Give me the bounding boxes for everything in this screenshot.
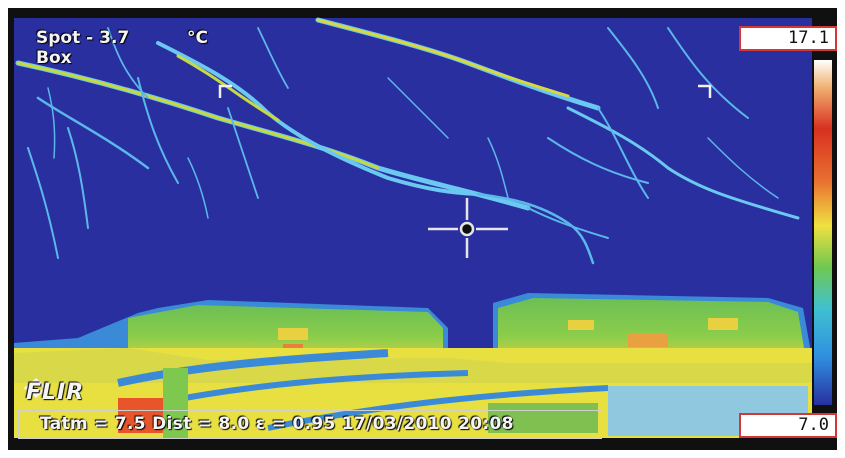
tree-branches xyxy=(15,17,800,265)
brand-logo-text: FLIR xyxy=(26,380,85,405)
spot-unit-label: °C xyxy=(187,28,208,48)
crosshair-icon xyxy=(428,198,508,258)
temperature-scale-bar xyxy=(814,60,832,405)
thermal-image xyxy=(14,17,832,438)
foreground xyxy=(14,348,812,438)
scale-min-temperature: 7.0 xyxy=(739,413,837,438)
box-corner-icon xyxy=(218,84,712,98)
buildings xyxy=(14,293,812,362)
flir-logo-icon xyxy=(23,378,49,398)
status-bar xyxy=(18,410,602,439)
spot-temperature-label: Spot - 3.7 xyxy=(36,28,130,48)
status-bar-text: Tatm = 7.5 Dist = 8.0 ε = 0.95 17/03/201… xyxy=(40,414,514,434)
scale-max-temperature: 17.1 xyxy=(739,26,837,51)
box-label: Box xyxy=(36,48,72,68)
